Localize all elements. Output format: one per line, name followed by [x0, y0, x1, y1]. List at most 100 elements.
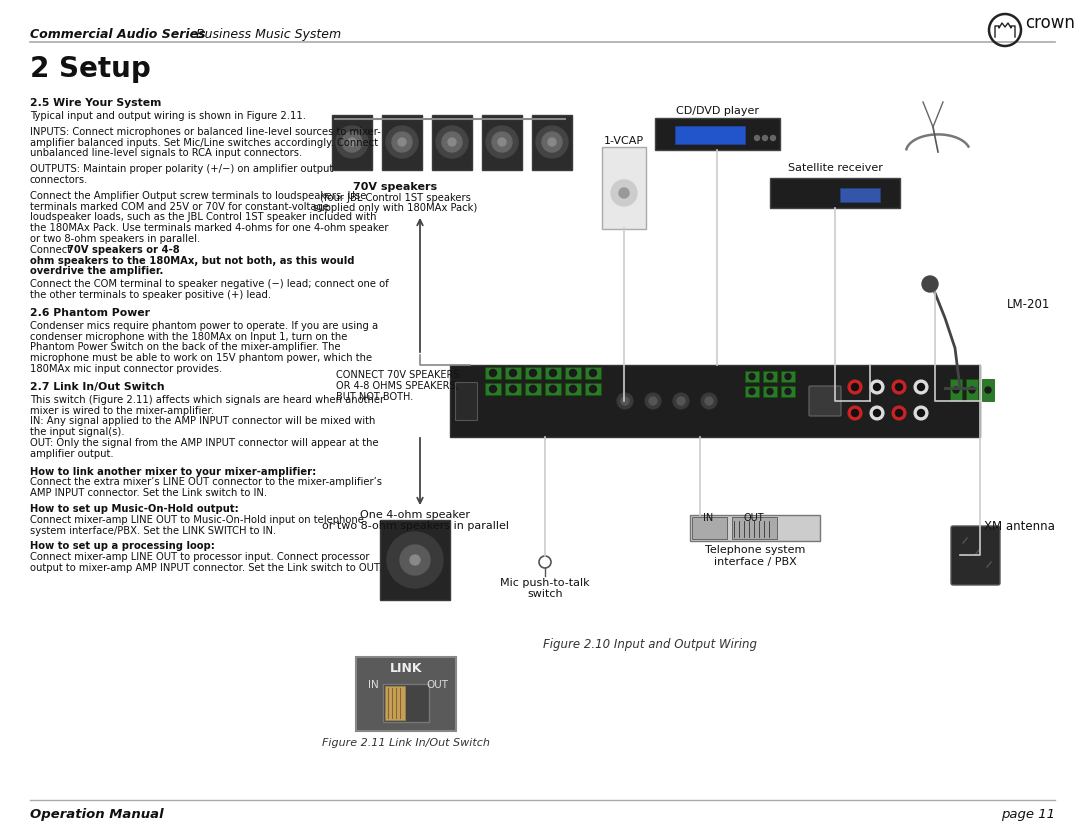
- Text: Typical input and output wiring is shown in Figure 2.11.: Typical input and output wiring is shown…: [30, 111, 306, 121]
- Circle shape: [569, 385, 577, 393]
- Bar: [675, 126, 745, 144]
- Text: overdrive the amplifier.: overdrive the amplifier.: [30, 266, 163, 276]
- Circle shape: [762, 135, 768, 140]
- Bar: [692, 517, 727, 539]
- Circle shape: [914, 380, 928, 394]
- Bar: [382, 115, 422, 170]
- Circle shape: [677, 397, 685, 405]
- Text: How to link another mixer to your mixer-amplifier:: How to link another mixer to your mixer-…: [30, 466, 316, 476]
- Circle shape: [611, 180, 637, 206]
- Bar: [485, 383, 501, 395]
- Text: This switch (Figure 2.11) affects which signals are heard when another: This switch (Figure 2.11) affects which …: [30, 394, 384, 404]
- FancyBboxPatch shape: [809, 386, 841, 416]
- Text: Condenser mics require phantom power to operate. If you are using a: Condenser mics require phantom power to …: [30, 321, 378, 331]
- Text: Phantom Power Switch on the back of the mixer-amplifier. The: Phantom Power Switch on the back of the …: [30, 343, 340, 353]
- Bar: [380, 520, 450, 600]
- Circle shape: [410, 555, 420, 565]
- Circle shape: [750, 374, 755, 379]
- Bar: [505, 367, 521, 379]
- Text: Figure 2.10 Input and Output Wiring: Figure 2.10 Input and Output Wiring: [543, 638, 757, 651]
- Circle shape: [548, 138, 556, 146]
- FancyBboxPatch shape: [602, 147, 646, 229]
- Bar: [840, 188, 880, 202]
- Circle shape: [770, 135, 775, 140]
- Circle shape: [785, 374, 791, 379]
- Circle shape: [436, 126, 468, 158]
- Circle shape: [767, 374, 773, 379]
- Text: Figure 2.11 Link In/Out Switch: Figure 2.11 Link In/Out Switch: [322, 738, 490, 748]
- Circle shape: [529, 385, 537, 393]
- Circle shape: [874, 409, 880, 416]
- Circle shape: [914, 406, 928, 420]
- Text: 2 Setup: 2 Setup: [30, 55, 151, 83]
- Text: 180MAx mic input connector provides.: 180MAx mic input connector provides.: [30, 364, 222, 374]
- Text: 2.7 Link In/Out Switch: 2.7 Link In/Out Switch: [30, 382, 164, 392]
- Text: the 180MAx Pack. Use terminals marked 4-ohms for one 4-ohm speaker: the 180MAx Pack. Use terminals marked 4-…: [30, 224, 389, 234]
- Circle shape: [755, 135, 759, 140]
- Circle shape: [953, 387, 959, 393]
- Circle shape: [870, 380, 885, 394]
- Text: 70V speakers or 4-8: 70V speakers or 4-8: [67, 245, 179, 255]
- Circle shape: [569, 369, 577, 376]
- Bar: [950, 379, 962, 401]
- Circle shape: [342, 132, 362, 152]
- Circle shape: [750, 389, 755, 394]
- Circle shape: [705, 397, 713, 405]
- Circle shape: [448, 138, 456, 146]
- Bar: [770, 178, 900, 208]
- Circle shape: [918, 384, 924, 390]
- Text: BUT NOT BOTH.: BUT NOT BOTH.: [336, 392, 414, 402]
- Text: switch: switch: [527, 589, 563, 599]
- Text: IN: Any signal applied to the AMP INPUT connector will be mixed with: IN: Any signal applied to the AMP INPUT …: [30, 416, 376, 426]
- Circle shape: [510, 385, 516, 393]
- Text: interface / PBX: interface / PBX: [714, 557, 796, 567]
- Bar: [565, 383, 581, 395]
- Text: Connect the COM terminal to speaker negative (−) lead; connect one of: Connect the COM terminal to speaker nega…: [30, 279, 389, 289]
- Circle shape: [649, 397, 657, 405]
- Circle shape: [870, 406, 885, 420]
- Circle shape: [892, 380, 906, 394]
- Bar: [525, 383, 541, 395]
- Circle shape: [399, 138, 406, 146]
- Bar: [781, 386, 795, 397]
- Text: OR 4-8 OHMS SPEAKERS,: OR 4-8 OHMS SPEAKERS,: [336, 381, 459, 391]
- Bar: [482, 115, 522, 170]
- Circle shape: [492, 132, 512, 152]
- Text: condenser microphone with the 180MAx on Input 1, turn on the: condenser microphone with the 180MAx on …: [30, 332, 348, 342]
- Circle shape: [400, 545, 430, 575]
- Text: INPUTS: Connect microphones or balanced line-level sources to mixer-: INPUTS: Connect microphones or balanced …: [30, 127, 381, 137]
- Bar: [505, 383, 521, 395]
- Bar: [762, 386, 777, 397]
- Circle shape: [617, 393, 633, 409]
- Bar: [455, 382, 477, 420]
- Text: crown: crown: [1025, 14, 1075, 32]
- Text: Operation Manual: Operation Manual: [30, 808, 164, 821]
- Text: 2.6 Phantom Power: 2.6 Phantom Power: [30, 308, 150, 318]
- Text: CD/DVD player: CD/DVD player: [675, 106, 758, 116]
- Text: AMP INPUT connector. Set the Link switch to IN.: AMP INPUT connector. Set the Link switch…: [30, 488, 267, 498]
- Text: How to set up a processing loop:: How to set up a processing loop:: [30, 541, 215, 551]
- Bar: [485, 367, 501, 379]
- Circle shape: [645, 393, 661, 409]
- Bar: [532, 115, 572, 170]
- Circle shape: [386, 126, 418, 158]
- Circle shape: [619, 188, 629, 198]
- Text: Satellite receiver: Satellite receiver: [787, 163, 882, 173]
- Bar: [565, 367, 581, 379]
- Text: the other terminals to speaker positive (+) lead.: the other terminals to speaker positive …: [30, 290, 271, 300]
- Circle shape: [392, 132, 411, 152]
- FancyBboxPatch shape: [951, 526, 1000, 585]
- Text: IN: IN: [367, 680, 378, 690]
- Text: loudspeaker loads, such as the JBL Control 1ST speaker included with: loudspeaker loads, such as the JBL Contr…: [30, 213, 377, 223]
- Circle shape: [536, 126, 568, 158]
- Circle shape: [590, 385, 596, 393]
- Circle shape: [851, 409, 859, 416]
- Text: or two 8-ohm speakers in parallel.: or two 8-ohm speakers in parallel.: [30, 234, 200, 244]
- Bar: [966, 379, 978, 401]
- Circle shape: [442, 132, 462, 152]
- Bar: [982, 379, 994, 401]
- Circle shape: [621, 397, 629, 405]
- Bar: [525, 367, 541, 379]
- Text: amplifier output.: amplifier output.: [30, 449, 113, 459]
- Text: CONNECT 70V SPEAKERS: CONNECT 70V SPEAKERS: [336, 370, 459, 380]
